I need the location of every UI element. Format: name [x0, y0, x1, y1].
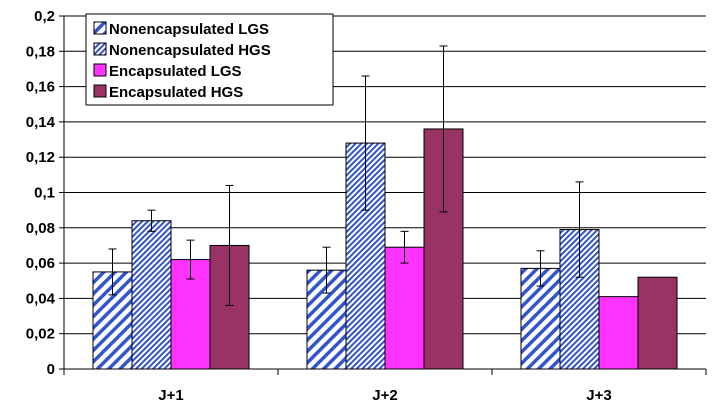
bar-3-J+3	[598, 296, 639, 370]
legend-label: Nonencapsulated LGS	[109, 21, 269, 38]
y-tick-label: 0,04	[26, 290, 56, 307]
y-tick-label: 0,1	[34, 185, 55, 202]
y-tick-label: 0,18	[26, 43, 55, 60]
bars	[92, 128, 678, 370]
y-tick-label: 0	[47, 361, 55, 378]
legend-swatch	[93, 42, 107, 56]
legend-swatch	[93, 21, 107, 35]
legend-label: Encapsulated HGS	[109, 84, 243, 101]
y-tick-label: 0,16	[26, 79, 55, 96]
y-tick-label: 0,06	[26, 255, 55, 272]
bar-3-J+2	[384, 246, 425, 370]
legend-label: Encapsulated LGS	[109, 63, 242, 80]
x-tick-label: J+3	[586, 387, 611, 404]
x-tick-label: J+1	[158, 387, 183, 404]
legend-label: Nonencapsulated HGS	[109, 42, 271, 59]
x-tick-label: J+2	[372, 387, 397, 404]
legend: Nonencapsulated LGS Nonencapsulated HGS En…	[85, 13, 334, 106]
legend-swatch	[93, 63, 107, 77]
y-tick-label: 0,02	[26, 326, 55, 343]
y-tick-label: 0,08	[26, 220, 55, 237]
y-tick-label: 0,2	[34, 8, 55, 25]
bar-4-J+3	[637, 276, 678, 370]
legend-box	[85, 13, 334, 106]
y-tick-label: 0,14	[26, 114, 56, 131]
error-bars	[108, 45, 584, 306]
tick-labels: 0 0,02 0,04 0,06 0,08 0,1 0,12 0,14 0,16 0,18 0,2 J…	[26, 8, 612, 404]
y-tick-label: 0,12	[26, 149, 55, 166]
bar-2-J+1	[131, 220, 172, 370]
legend-swatch	[93, 84, 107, 98]
